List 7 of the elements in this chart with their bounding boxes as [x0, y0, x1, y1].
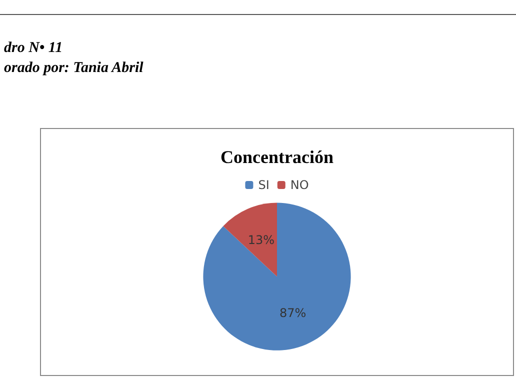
chart-title: Concentración — [220, 147, 334, 167]
text: dro N• 11 — [4, 40, 63, 57]
legend-label: NO — [290, 178, 309, 192]
text: orado por: Tania Abril — [4, 60, 144, 77]
data-label: 13% — [248, 232, 274, 247]
legend-label: SI — [258, 178, 270, 192]
data-label: 87% — [280, 306, 306, 320]
